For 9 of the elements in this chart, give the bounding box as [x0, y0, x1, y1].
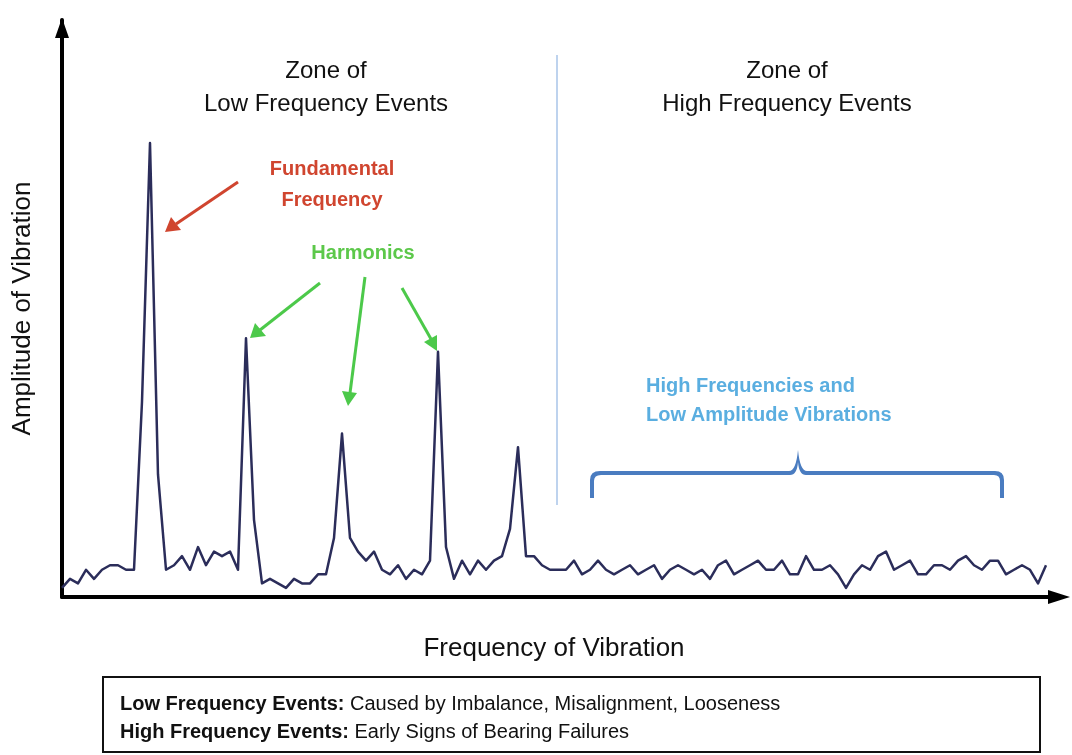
x-axis-title: Frequency of Vibration [423, 632, 685, 662]
y-axis-title: Amplitude of Vibration [6, 181, 36, 436]
text: Zone of Low Frequency Events [203, 56, 449, 116]
annotation: Fundamental Frequency [269, 156, 395, 210]
annotation: High Frequencies and Low Amplitude Vibrations [646, 373, 892, 425]
annotation: Harmonics [311, 241, 415, 263]
text: High Frequency Events: Early Signs of Bearing Failures [120, 720, 630, 742]
text: Zone of High Frequency Events [662, 56, 912, 116]
text: Low Frequency Events: Caused by Imbalance, Misalignment, Looseness [120, 692, 781, 714]
